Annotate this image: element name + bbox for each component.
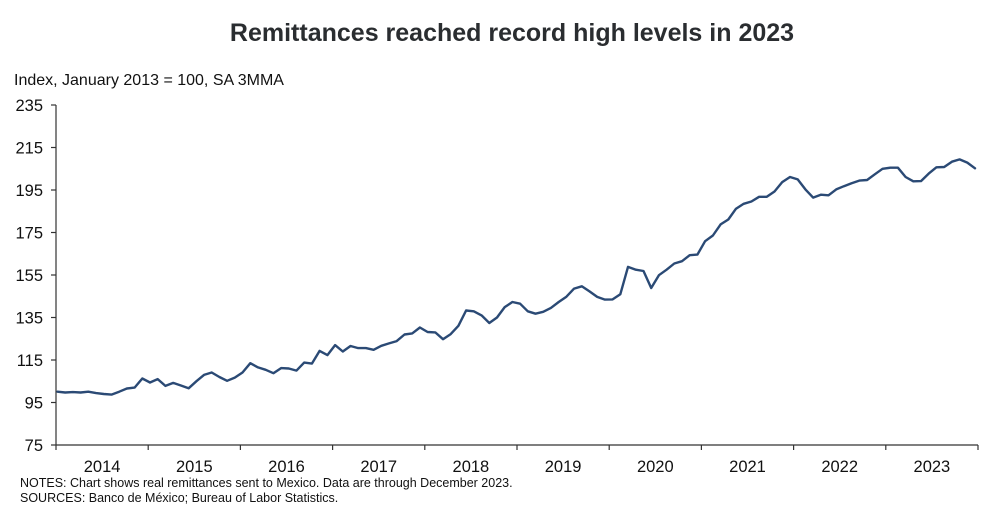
y-tick-label: 115 <box>17 352 43 370</box>
x-tick-label: 2016 <box>268 458 305 476</box>
y-tick-label: 135 <box>15 310 43 328</box>
plot-area <box>56 158 977 396</box>
x-tick-label: 2021 <box>729 458 766 476</box>
chart-title: Remittances reached record high levels i… <box>230 19 794 47</box>
x-tick-label: 2014 <box>84 458 121 476</box>
series-line <box>56 158 977 396</box>
x-tick-label: 2018 <box>453 458 490 476</box>
y-tick-label: 175 <box>15 225 43 243</box>
y-tick-label: 195 <box>15 182 43 200</box>
x-tick-label: 2019 <box>545 458 582 476</box>
y-tick-label: 215 <box>15 140 43 158</box>
x-tick-label: 2020 <box>637 458 674 476</box>
x-axis: 2014 2015 2016 2017 2018 2019 2020 2021 2022 2023 <box>55 444 979 476</box>
y-tick-label: 235 <box>15 97 43 115</box>
chart-sources: SOURCES: Banco de México; Bureau of Labo… <box>20 491 338 505</box>
y-tick-label: 155 <box>15 267 43 285</box>
x-tick-label: 2023 <box>914 458 951 476</box>
y-tick-label: 75 <box>25 437 43 455</box>
x-tick-label: 2022 <box>821 458 858 476</box>
chart-notes: NOTES: Chart shows real remittances sent… <box>20 476 513 490</box>
y-axis-label: Index, January 2013 = 100, SA 3MMA <box>14 72 284 89</box>
y-tick-label: 95 <box>25 395 43 413</box>
y-axis: 75 95 115 135 155 175 195 215 235 <box>15 97 57 455</box>
x-tick-label: 2015 <box>176 458 213 476</box>
x-tick-label: 2017 <box>360 458 397 476</box>
